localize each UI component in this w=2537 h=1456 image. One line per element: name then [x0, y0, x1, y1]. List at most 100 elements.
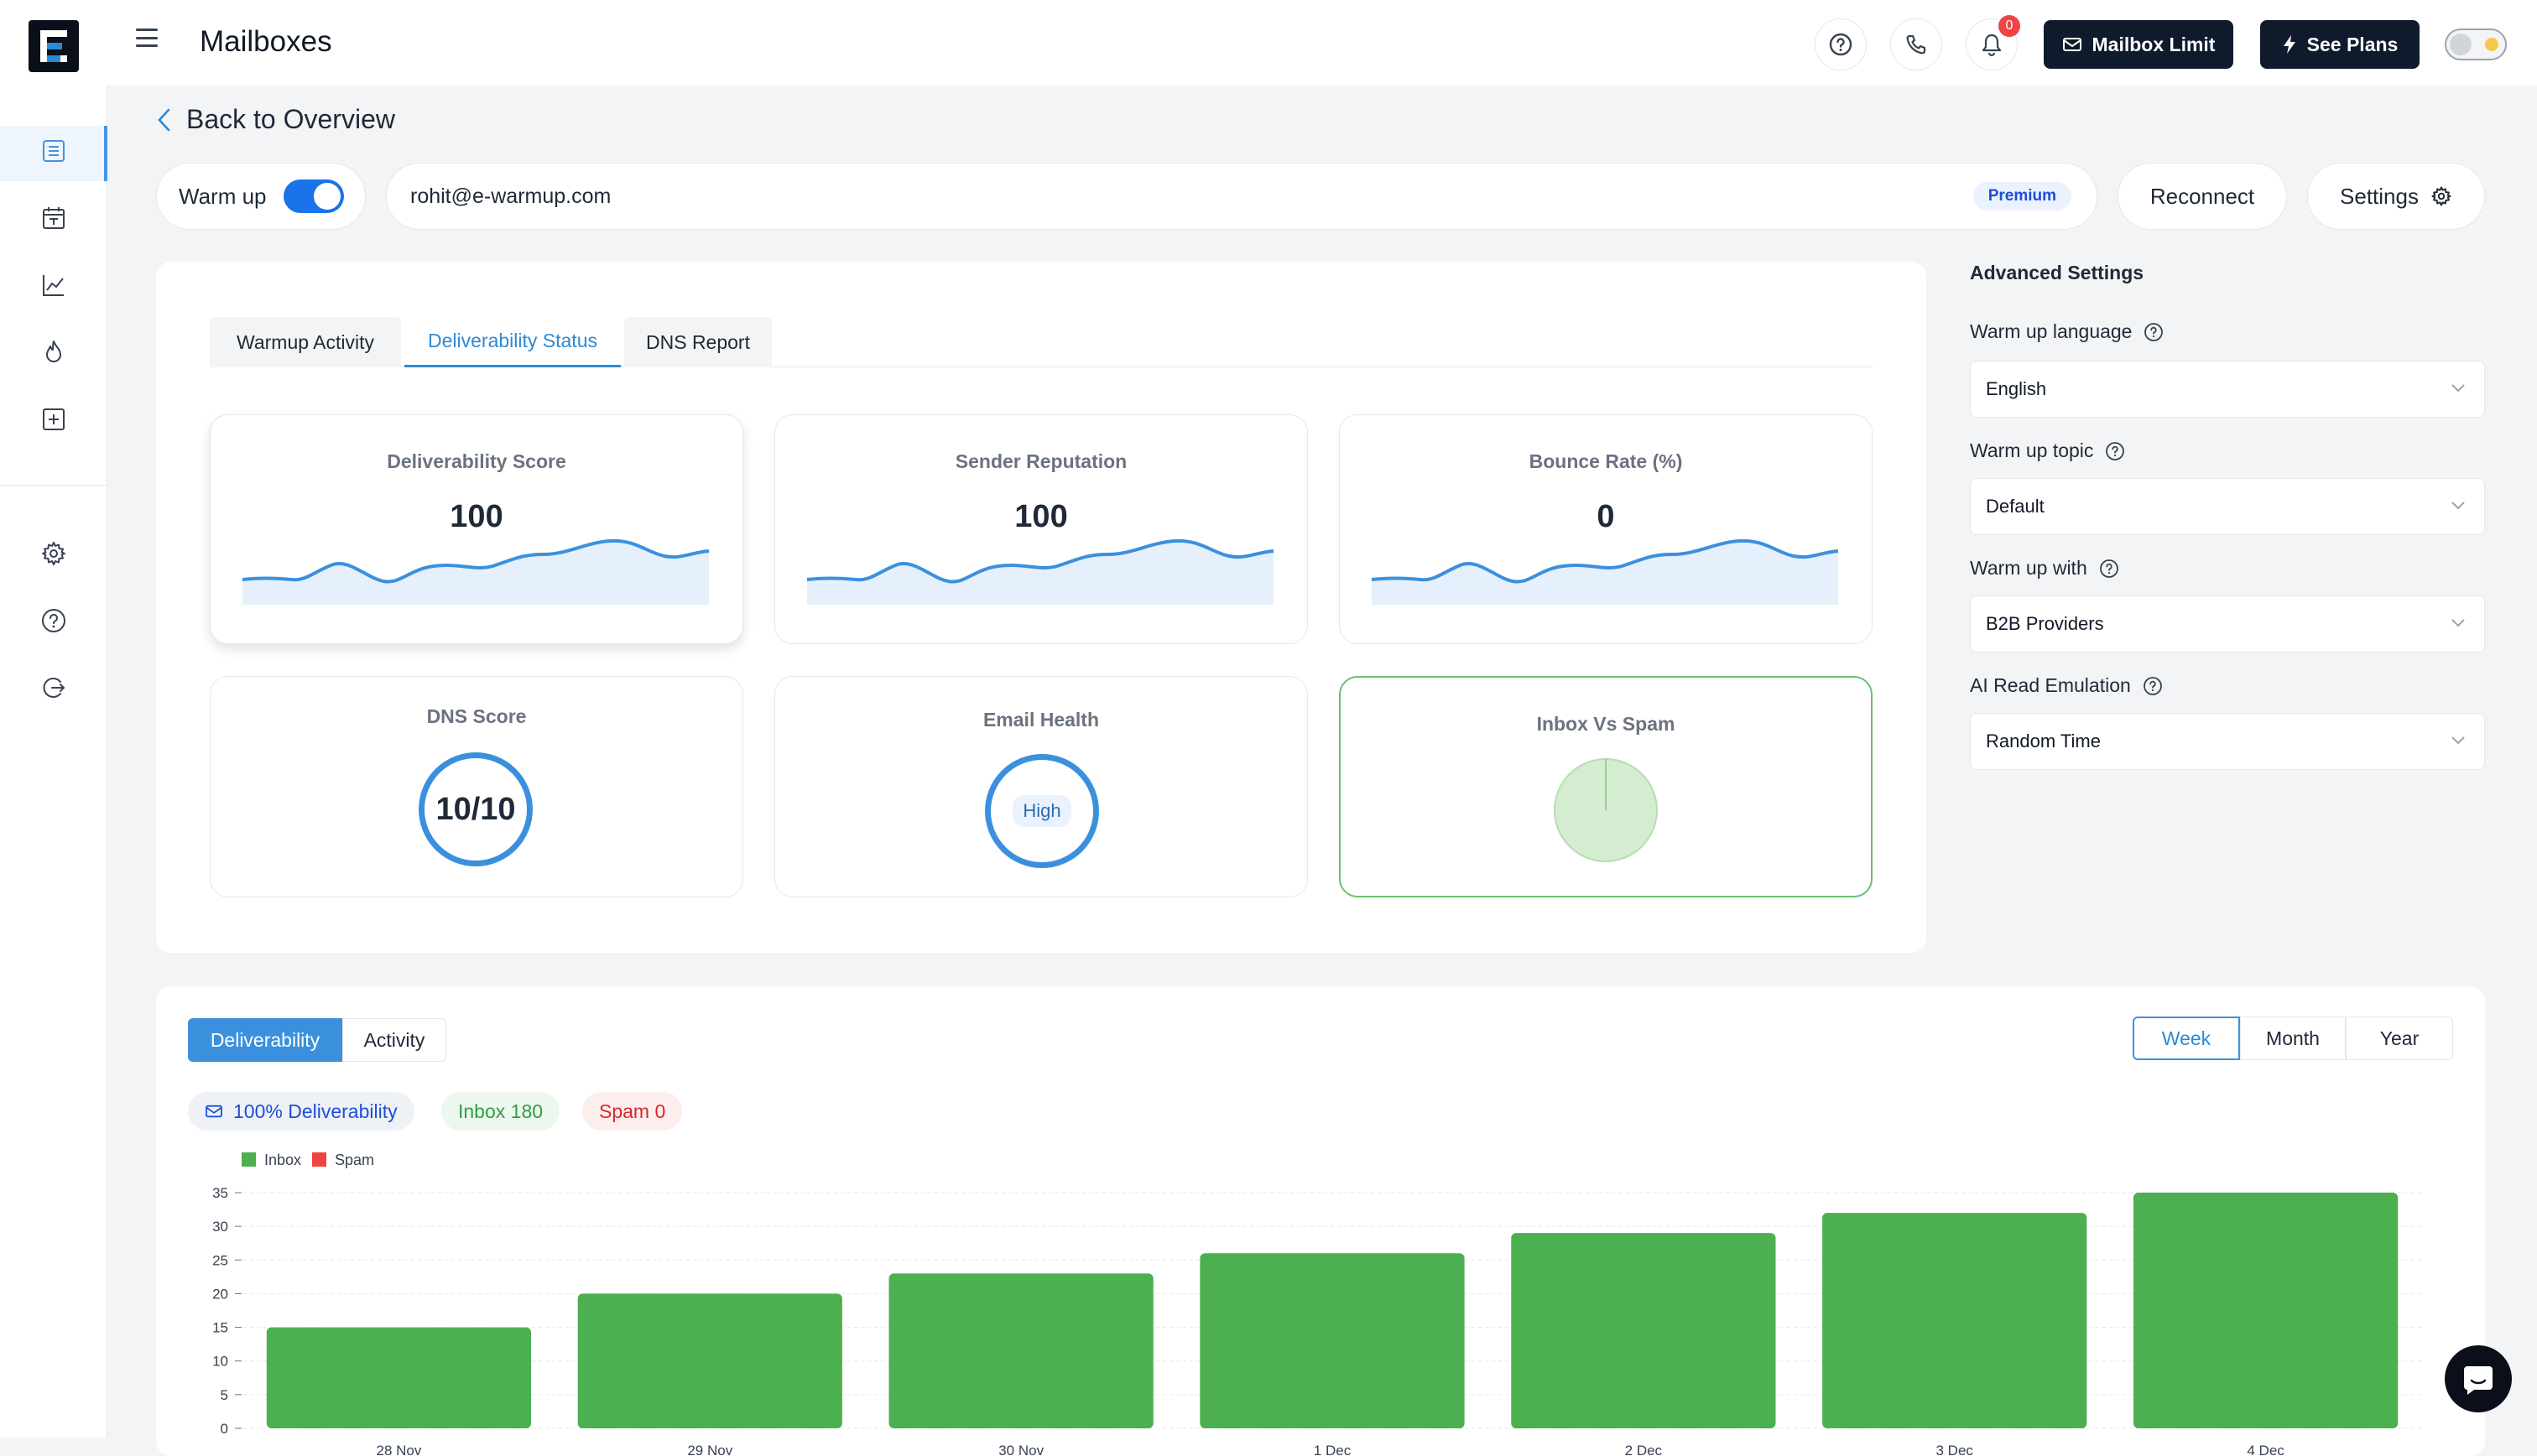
period-year[interactable]: Year [2346, 1017, 2453, 1060]
warmup-topic-value: Default [1986, 496, 2045, 517]
menu-toggle-icon[interactable] [136, 29, 158, 47]
chevron-down-icon [2451, 619, 2465, 627]
app-logo[interactable] [29, 20, 79, 72]
warmup-topic-label: Warm up topic [1970, 439, 2094, 461]
tab-bar: Warmup Activity Deliverability Status DN… [210, 317, 1873, 367]
advanced-settings-heading: Advanced Settings [1970, 262, 2144, 283]
settings-label: Settings [2340, 183, 2419, 209]
y-tick-label: 30 [212, 1219, 228, 1235]
warmup-language-select[interactable]: English [1970, 361, 2485, 418]
view-tab-deliverability[interactable]: Deliverability [188, 1018, 342, 1062]
x-tick-label: 30 Nov [998, 1443, 1044, 1456]
bar-inbox-0[interactable] [266, 1327, 532, 1428]
x-tick-label: 1 Dec [1314, 1443, 1352, 1456]
warmup-language-label: Warm up language [1970, 320, 2133, 342]
bar-inbox-1[interactable] [577, 1293, 842, 1428]
top-header: Mailboxes 0 Mailbox Limit See Plans [0, 0, 2537, 86]
info-icon[interactable] [2143, 676, 2163, 696]
warmup-topic-label-row: Warm up topic [1970, 439, 2125, 462]
warmup-with-select[interactable]: B2B Providers [1970, 595, 2485, 653]
deliverability-sparkline [242, 538, 710, 605]
tab-dns-report[interactable]: DNS Report [624, 317, 772, 367]
mailbox-limit-label: Mailbox Limit [2092, 33, 2216, 55]
chat-launcher-button[interactable] [2445, 1345, 2512, 1412]
sidebar [0, 86, 107, 1438]
back-to-overview-link[interactable]: Back to Overview [156, 104, 395, 135]
legend-label-spam: Spam [335, 1152, 374, 1168]
period-week[interactable]: Week [2133, 1017, 2240, 1060]
chat-icon [2464, 1366, 2493, 1395]
notification-count-badge: 0 [1998, 15, 2020, 37]
tab-deliverability-status[interactable]: Deliverability Status [404, 317, 621, 367]
info-icon[interactable] [2099, 559, 2119, 579]
see-plans-button[interactable]: See Plans [2260, 20, 2420, 69]
sun-icon [2485, 38, 2498, 51]
page-title: Mailboxes [200, 25, 332, 58]
bar-inbox-4[interactable] [1511, 1233, 1776, 1428]
gear-icon [2431, 186, 2451, 206]
y-tick-label: 10 [212, 1354, 228, 1370]
chevron-down-icon [2451, 502, 2465, 510]
warmup-with-value: B2B Providers [1986, 613, 2104, 634]
sender-reputation-tile: Sender Reputation 100 [774, 414, 1308, 644]
sidebar-item-logout[interactable] [34, 668, 74, 708]
chart-legend: Inbox Spam [242, 1152, 374, 1168]
bar-inbox-3[interactable] [1200, 1253, 1465, 1428]
theme-toggle-knob [2450, 34, 2472, 55]
x-tick-label: 4 Dec [2247, 1443, 2284, 1456]
back-label: Back to Overview [186, 104, 395, 134]
warmup-toggle-pill: Warm up [156, 163, 366, 230]
bounce-rate-tile: Bounce Rate (%) 0 [1339, 414, 1873, 644]
sidebar-item-help[interactable] [34, 601, 74, 641]
x-tick-label: 29 Nov [687, 1443, 732, 1456]
ai-read-emulation-select[interactable]: Random Time [1970, 713, 2485, 770]
spam-chip: Spam 0 [582, 1092, 683, 1131]
settings-icon [42, 542, 65, 565]
mailbox-limit-button[interactable]: Mailbox Limit [2044, 20, 2233, 69]
period-month[interactable]: Month [2240, 1017, 2346, 1060]
bar-inbox-6[interactable] [2133, 1193, 2399, 1428]
deliverability-score-value: 100 [450, 499, 503, 534]
dns-score-tile: DNS Score 10/10 [210, 676, 743, 897]
sidebar-item-add[interactable] [34, 399, 74, 439]
inbox-vs-spam-title: Inbox Vs Spam [1536, 713, 1675, 735]
sidebar-item-calendar[interactable] [34, 198, 74, 238]
settings-button[interactable]: Settings [2307, 163, 2485, 230]
warmup-language-value: English [1986, 378, 2047, 399]
warmup-language-label-row: Warm up language [1970, 320, 2164, 343]
dns-score-value: 10/10 [435, 791, 516, 827]
help-icon[interactable] [1815, 18, 1867, 70]
reconnect-button[interactable]: Reconnect [2118, 163, 2287, 230]
analytics-icon [43, 275, 64, 296]
warmup-switch[interactable] [283, 179, 344, 213]
sidebar-item-analytics[interactable] [34, 265, 74, 305]
dns-score-title: DNS Score [426, 705, 527, 727]
tab-warmup-activity[interactable]: Warmup Activity [210, 317, 401, 367]
warmup-topic-select[interactable]: Default [1970, 478, 2485, 535]
phone-icon[interactable] [1890, 18, 1942, 70]
lightning-icon [2283, 35, 2295, 54]
mailbox-email: rohit@e-warmup.com [410, 184, 612, 208]
bar-inbox-2[interactable] [888, 1273, 1154, 1428]
x-tick-label: 2 Dec [1625, 1443, 1663, 1456]
view-tab-activity[interactable]: Activity [342, 1018, 446, 1062]
sidebar-item-mailboxes[interactable] [34, 131, 74, 171]
sidebar-divider [0, 485, 107, 486]
notifications-icon[interactable] [1966, 18, 2018, 70]
bar-inbox-5[interactable] [1822, 1213, 2087, 1428]
see-plans-label: See Plans [2306, 33, 2399, 55]
y-tick-label: 0 [221, 1421, 228, 1437]
mail-icon [2062, 38, 2081, 51]
help-icon [42, 609, 65, 632]
flame-icon [46, 341, 61, 362]
sidebar-item-settings[interactable] [34, 533, 74, 574]
legend-label-inbox: Inbox [264, 1152, 301, 1168]
sidebar-item-warmup[interactable] [34, 332, 74, 372]
deliverability-score-tile: Deliverability Score 100 [210, 414, 743, 644]
info-icon[interactable] [2105, 441, 2125, 461]
warmup-with-label-row: Warm up with [1970, 557, 2119, 580]
info-icon[interactable] [2144, 322, 2164, 342]
theme-toggle[interactable] [2445, 29, 2507, 60]
chevron-down-icon [2451, 736, 2465, 745]
email-pill: rohit@e-warmup.com Premium [386, 163, 2097, 230]
